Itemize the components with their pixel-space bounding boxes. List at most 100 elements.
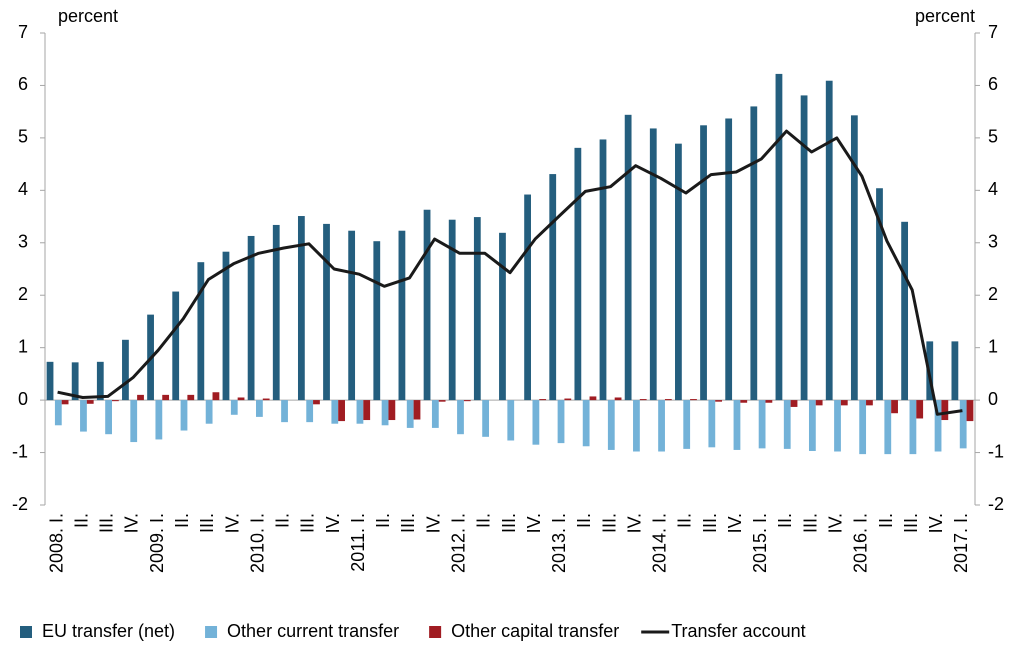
x-tick-label: II. (474, 513, 494, 528)
x-tick-label: III. (901, 513, 921, 533)
y-axis-label: percent (58, 6, 118, 26)
bar (187, 394, 195, 401)
bar (825, 80, 833, 401)
bar (599, 139, 607, 401)
bar (800, 95, 808, 401)
x-tick-label: II. (775, 513, 795, 528)
x-tick-label: 2015. I. (750, 513, 770, 573)
bar (197, 262, 205, 401)
bar (406, 400, 414, 428)
y2-tick-label: 5 (988, 127, 998, 147)
bar (564, 398, 572, 401)
legend-swatch (429, 626, 442, 638)
bar (105, 400, 112, 435)
bar (683, 400, 691, 449)
bar (448, 219, 456, 401)
bar (86, 400, 94, 404)
x-tick-label: IV. (423, 513, 443, 533)
bar (363, 400, 371, 421)
bar (876, 188, 883, 401)
bar (916, 400, 924, 419)
bar (700, 125, 707, 401)
bar (951, 341, 959, 401)
bar (589, 396, 597, 401)
bar (230, 400, 238, 415)
bar (658, 400, 665, 452)
x-tick-label: II. (273, 513, 293, 528)
bar (180, 400, 188, 431)
x-tick-label: III. (599, 513, 619, 533)
bar (675, 143, 682, 401)
x-tick-label: IV. (826, 513, 846, 533)
bar (775, 73, 783, 401)
bar (256, 400, 263, 417)
bar (398, 230, 406, 401)
bar (708, 400, 716, 448)
y2-tick-label: 3 (988, 232, 998, 252)
bar (71, 362, 79, 401)
bar (901, 221, 909, 401)
bar (162, 394, 170, 401)
bar (381, 400, 389, 426)
bar (431, 400, 439, 428)
y2-tick-label: 2 (988, 284, 998, 304)
bar (438, 400, 446, 402)
x-tick-label: 2008. I. (46, 513, 66, 573)
x-tick-label: 2009. I. (147, 513, 167, 573)
bar (539, 399, 547, 401)
y-tick-label: 2 (18, 284, 28, 304)
bar (524, 194, 531, 401)
x-tick-label: II. (172, 513, 192, 528)
bar (423, 209, 431, 401)
y2-tick-label: 0 (988, 389, 998, 409)
bar (96, 361, 104, 401)
legend-label: Other capital transfer (451, 621, 619, 641)
x-tick-label: IV. (624, 513, 644, 533)
bar (607, 400, 615, 450)
bar (356, 400, 364, 424)
bar (222, 251, 230, 401)
bar (463, 400, 471, 402)
legend-label: Transfer account (671, 621, 805, 641)
bar (740, 400, 748, 403)
bar (715, 400, 723, 402)
bar (582, 400, 590, 447)
line (57, 129, 963, 416)
legend-label: EU transfer (net) (42, 621, 175, 641)
bar (507, 400, 515, 441)
bar (80, 400, 87, 432)
bar (966, 400, 974, 422)
x-tick-label: 2014. I. (650, 513, 670, 573)
bar (473, 217, 481, 401)
bar (281, 400, 288, 423)
legend-swatch (20, 626, 32, 638)
bar (934, 400, 942, 452)
y2-tick-label: -2 (988, 494, 1004, 514)
bar (664, 399, 672, 401)
y-tick-label: 5 (18, 127, 28, 147)
x-tick-label: 2010. I. (247, 513, 267, 573)
bar (624, 114, 632, 401)
bar (172, 291, 180, 401)
bar (323, 223, 330, 401)
x-tick-label: II. (574, 513, 594, 528)
x-tick-label: IV. (725, 513, 745, 533)
bar (783, 400, 791, 449)
bar (758, 400, 766, 449)
bar (205, 400, 213, 424)
bar (373, 241, 381, 401)
bar (482, 400, 490, 437)
bar (859, 400, 867, 455)
bar (725, 118, 733, 401)
bar (413, 400, 421, 420)
bar (155, 400, 163, 440)
legend-swatch (205, 626, 218, 638)
x-tick-label: II. (876, 513, 896, 528)
bar (331, 400, 339, 424)
bar (614, 397, 622, 401)
bar (557, 400, 565, 444)
bar (457, 400, 464, 435)
legend-label: Other current transfer (227, 621, 399, 641)
y-tick-label: 6 (18, 74, 28, 94)
bar (272, 224, 280, 401)
